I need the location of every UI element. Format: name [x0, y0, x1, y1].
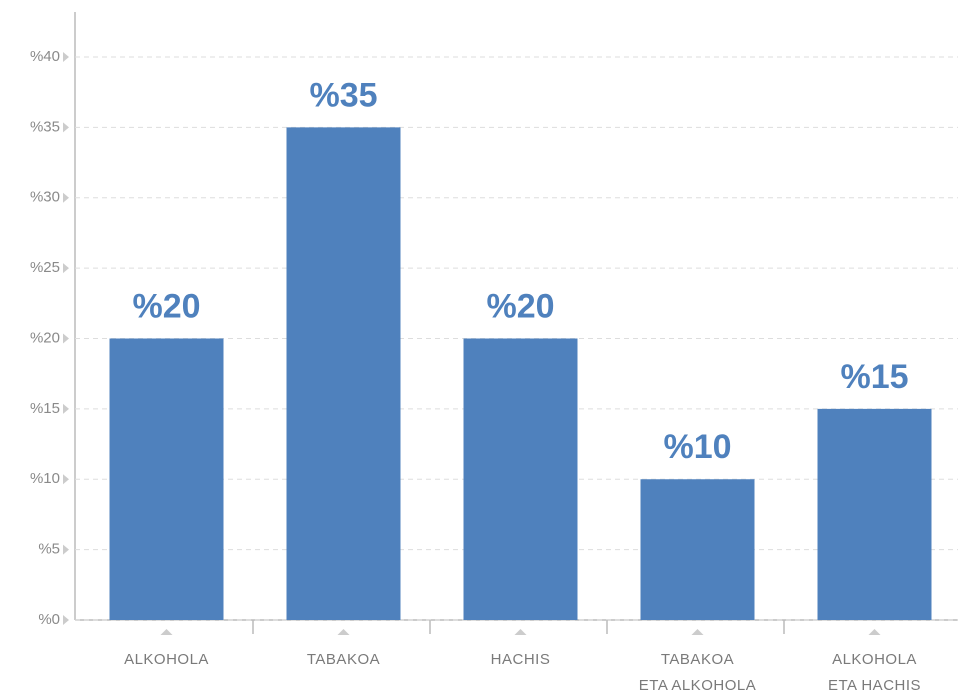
tick-arrow [63, 544, 69, 555]
bar [109, 338, 224, 620]
tick-arrow [63, 263, 69, 274]
x-tick-label: ETA ALKOHOLA [639, 677, 756, 694]
x-tick-label: ALKOHOLA [124, 651, 209, 668]
bar [286, 127, 401, 620]
tick-arrow [63, 474, 69, 485]
y-tick-label: %30 [30, 189, 60, 206]
x-tick-label: TABAKOA [307, 651, 380, 668]
tick-arrow [63, 192, 69, 203]
x-tick-label: HACHIS [491, 651, 551, 668]
y-tick-label: %10 [30, 470, 60, 487]
x-tick-label: TABAKOA [661, 651, 734, 668]
x-tick-arrow [337, 629, 350, 635]
x-tick-arrow [868, 629, 881, 635]
value-label: %15 [840, 358, 908, 396]
y-tick-label: %0 [38, 611, 60, 628]
x-tick-arrow [160, 629, 173, 635]
y-tick-label: %25 [30, 259, 60, 276]
bar [640, 479, 755, 620]
tick-arrow [63, 615, 69, 625]
bar [817, 408, 932, 620]
x-tick-arrow [514, 629, 527, 635]
y-tick-label: %15 [30, 400, 60, 417]
bar [463, 338, 578, 620]
y-tick-label: %40 [30, 48, 60, 65]
x-tick-label: ETA HACHIS [828, 677, 921, 694]
y-tick-label: %20 [30, 329, 60, 346]
tick-arrow [63, 333, 69, 344]
value-label: %35 [309, 76, 377, 114]
value-label: %10 [663, 428, 731, 466]
value-label: %20 [132, 287, 200, 325]
x-tick-arrow [691, 629, 704, 635]
tick-arrow [63, 122, 69, 133]
x-tick-label: ALKOHOLA [832, 651, 917, 668]
tick-arrow [63, 52, 69, 62]
value-label: %20 [486, 287, 554, 325]
tick-arrow [63, 403, 69, 414]
y-tick-label: %5 [38, 541, 60, 558]
y-tick-label: %35 [30, 118, 60, 135]
